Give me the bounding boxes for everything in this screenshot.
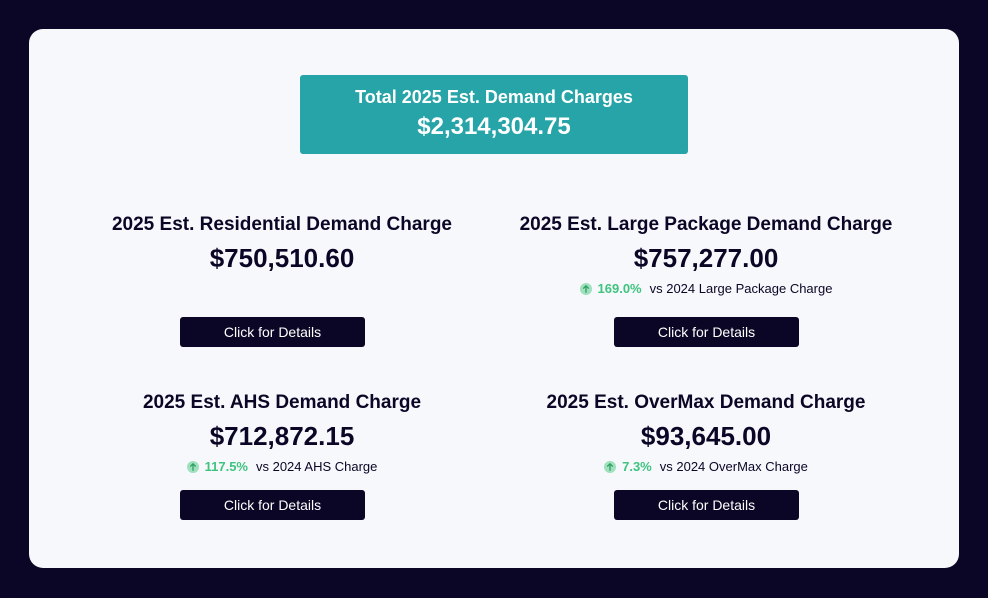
- card-value: $757,277.00: [633, 243, 779, 273]
- change-indicator: 169.0% vs 2024 Large Package Charge: [496, 280, 916, 298]
- card-title: 2025 Est. Residential Demand Charge: [111, 214, 452, 235]
- arrow-up-icon: [186, 461, 199, 473]
- demand-charges-panel: Total 2025 Est. Demand Charges $2,314,30…: [29, 29, 959, 568]
- change-indicator: 117.5% vs 2024 AHS Charge: [72, 458, 492, 476]
- overmax-details-button[interactable]: Click for Details: [614, 490, 799, 520]
- card-title: 2025 Est. Large Package Demand Charge: [519, 214, 893, 235]
- ahs-details-button[interactable]: Click for Details: [180, 490, 365, 520]
- arrow-up-icon: [579, 283, 592, 295]
- large-package-details-button[interactable]: Click for Details: [614, 317, 799, 347]
- total-title: Total 2025 Est. Demand Charges: [355, 87, 633, 107]
- residential-card: 2025 Est. Residential Demand Charge $750…: [72, 213, 492, 274]
- card-value: $750,510.60: [209, 243, 355, 273]
- change-percent: 169.0%: [597, 281, 642, 296]
- change-indicator: 7.3% vs 2024 OverMax Charge: [496, 458, 916, 476]
- card-title: 2025 Est. OverMax Demand Charge: [546, 392, 866, 413]
- change-comparison-text: vs 2024 Large Package Charge: [649, 281, 833, 296]
- total-value: $2,314,304.75: [417, 113, 571, 140]
- total-demand-charges-banner: Total 2025 Est. Demand Charges $2,314,30…: [300, 75, 688, 154]
- card-value: $712,872.15: [209, 421, 355, 451]
- change-comparison-text: vs 2024 AHS Charge: [255, 459, 378, 474]
- change-percent: 117.5%: [204, 459, 248, 474]
- card-value: $93,645.00: [640, 421, 772, 451]
- ahs-card: 2025 Est. AHS Demand Charge $712,872.15 …: [72, 391, 492, 476]
- change-percent: 7.3%: [622, 459, 652, 474]
- arrow-up-icon: [604, 461, 617, 473]
- large-package-card: 2025 Est. Large Package Demand Charge $7…: [496, 213, 916, 298]
- card-title: 2025 Est. AHS Demand Charge: [142, 392, 422, 413]
- residential-details-button[interactable]: Click for Details: [180, 317, 365, 347]
- change-comparison-text: vs 2024 OverMax Charge: [659, 459, 808, 474]
- overmax-card: 2025 Est. OverMax Demand Charge $93,645.…: [496, 391, 916, 476]
